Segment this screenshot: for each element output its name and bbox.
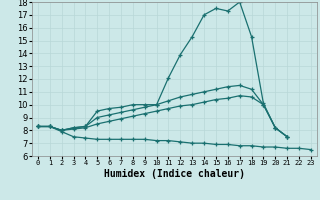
- X-axis label: Humidex (Indice chaleur): Humidex (Indice chaleur): [104, 169, 245, 179]
